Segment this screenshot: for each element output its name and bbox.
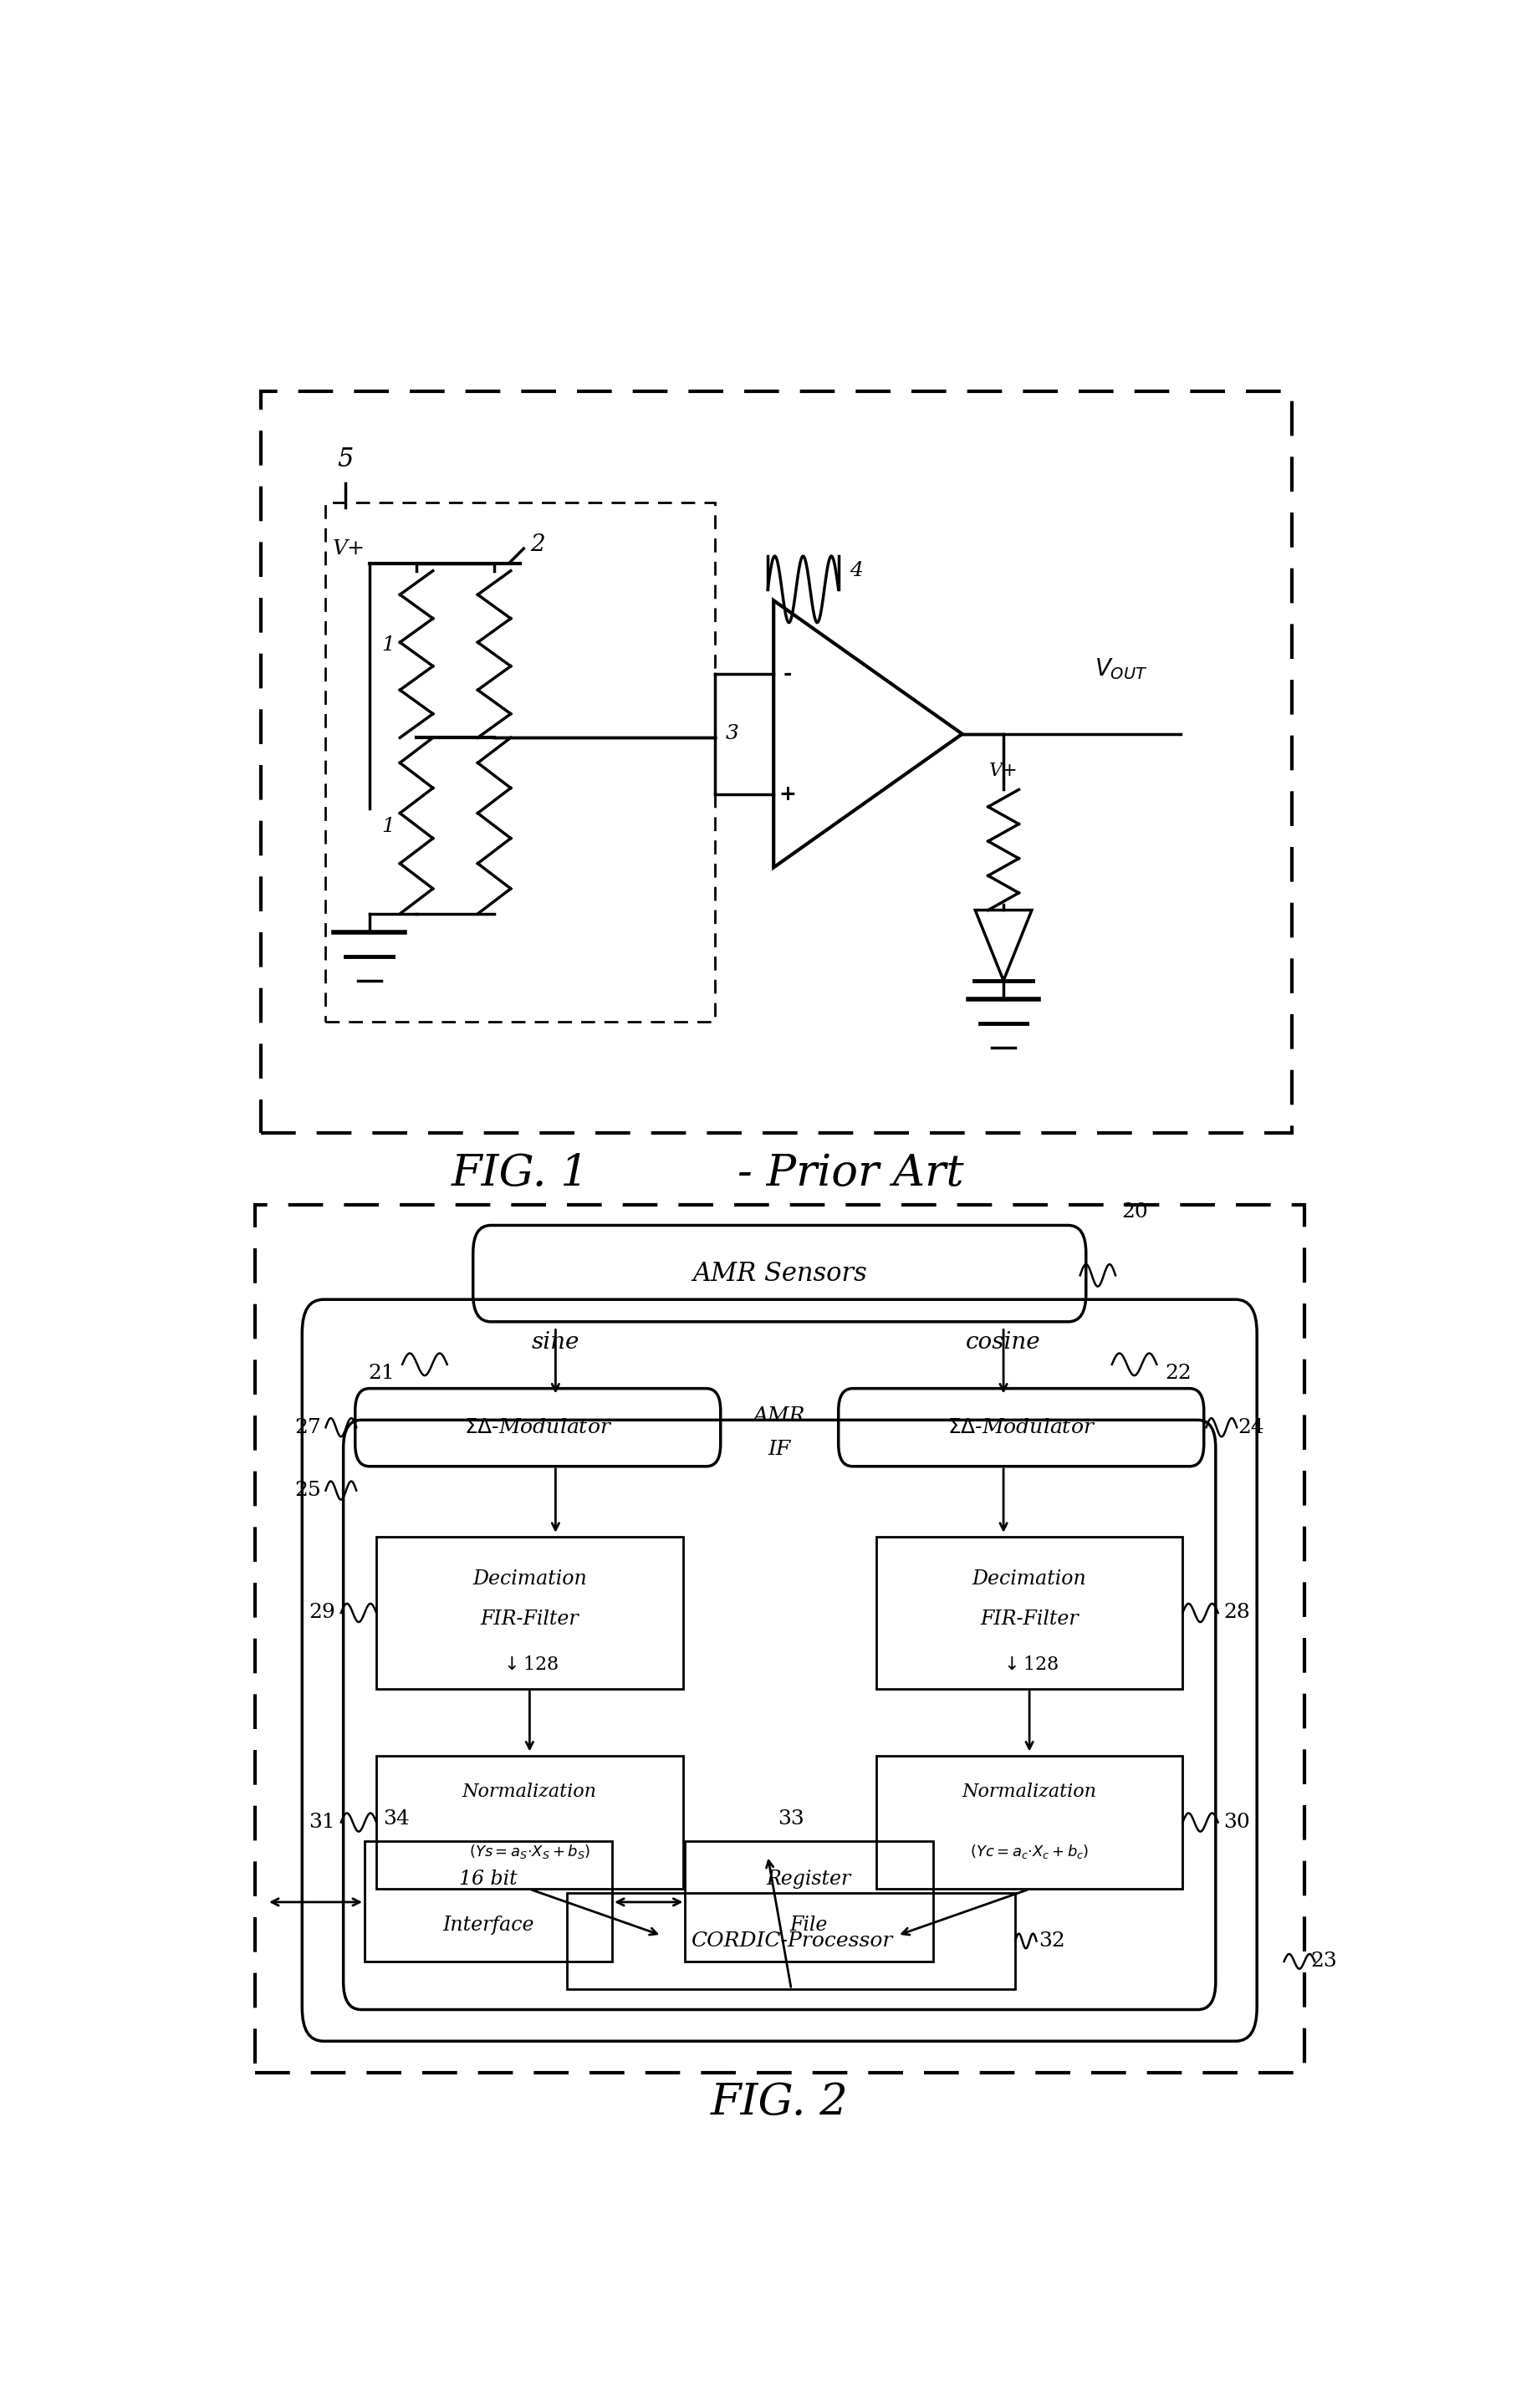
- Text: 27: 27: [295, 1418, 321, 1438]
- Text: 1: 1: [382, 636, 395, 655]
- Text: Register: Register: [767, 1871, 852, 1888]
- Text: FIR-Filter: FIR-Filter: [980, 1609, 1078, 1628]
- Text: 23: 23: [1311, 1953, 1337, 1972]
- Text: 34: 34: [383, 1808, 409, 1828]
- Text: 29: 29: [309, 1604, 336, 1623]
- Text: V+: V+: [989, 761, 1018, 780]
- Text: $(Yc=a_c{\cdot}X_c+b_c)$: $(Yc=a_c{\cdot}X_c+b_c)$: [970, 1842, 1089, 1861]
- Text: Decimation: Decimation: [473, 1570, 587, 1589]
- Text: FIR-Filter: FIR-Filter: [481, 1609, 580, 1628]
- Text: 24: 24: [1238, 1418, 1264, 1438]
- Text: Normalization: Normalization: [462, 1782, 596, 1801]
- Text: 22: 22: [1165, 1363, 1191, 1382]
- Text: IF: IF: [768, 1440, 791, 1459]
- Text: $\Sigma\Delta$-Modulator: $\Sigma\Delta$-Modulator: [948, 1418, 1095, 1438]
- Text: AMR Sensors: AMR Sensors: [692, 1259, 867, 1286]
- Text: 31: 31: [309, 1813, 335, 1832]
- Text: 2: 2: [531, 535, 545, 556]
- Text: - Prior Art: - Prior Art: [738, 1151, 963, 1194]
- Text: Interface: Interface: [443, 1917, 534, 1936]
- Text: Decimation: Decimation: [972, 1570, 1086, 1589]
- Text: 3: 3: [726, 725, 739, 744]
- Text: 33: 33: [779, 1808, 805, 1828]
- Text: FIG. 1: FIG. 1: [452, 1151, 589, 1194]
- Text: 16 bit: 16 bit: [459, 1871, 517, 1888]
- Text: sine: sine: [531, 1332, 580, 1353]
- Text: 32: 32: [1039, 1931, 1065, 1950]
- Text: 5: 5: [338, 445, 354, 472]
- Text: AMR: AMR: [753, 1406, 806, 1426]
- Text: 30: 30: [1223, 1813, 1250, 1832]
- Text: 1: 1: [382, 816, 395, 836]
- Text: $(Ys=a_S{\cdot}X_S+b_S)$: $(Ys=a_S{\cdot}X_S+b_S)$: [468, 1842, 590, 1861]
- Text: FIG. 2: FIG. 2: [710, 2081, 849, 2124]
- Text: 25: 25: [295, 1481, 321, 1500]
- Text: 21: 21: [368, 1363, 394, 1382]
- Text: $\downarrow$128: $\downarrow$128: [500, 1654, 560, 1674]
- Text: +: +: [779, 785, 797, 804]
- Text: 20: 20: [1121, 1202, 1148, 1221]
- Text: $V_{OUT}$: $V_{OUT}$: [1095, 657, 1148, 681]
- Text: 28: 28: [1223, 1604, 1250, 1623]
- Text: CORDIC-Processor: CORDIC-Processor: [691, 1931, 893, 1950]
- Text: -: -: [783, 665, 792, 684]
- Text: $\downarrow$128: $\downarrow$128: [999, 1654, 1059, 1674]
- Text: File: File: [789, 1917, 827, 1936]
- Text: Normalization: Normalization: [963, 1782, 1097, 1801]
- Text: 4: 4: [850, 561, 862, 580]
- Text: V+: V+: [333, 539, 365, 559]
- Text: cosine: cosine: [966, 1332, 1040, 1353]
- Text: $\Sigma\Delta$-Modulator: $\Sigma\Delta$-Modulator: [464, 1418, 611, 1438]
